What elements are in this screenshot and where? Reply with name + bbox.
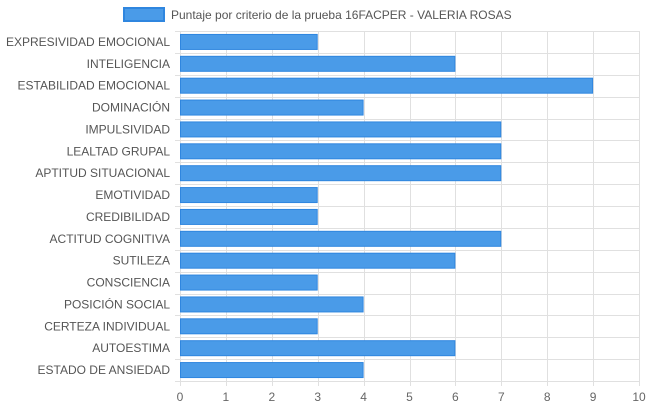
x-tick-label: 4 <box>360 390 367 404</box>
category-label: DOMINACIÓN <box>92 100 170 115</box>
category-label: EXPRESIVIDAD EMOCIONAL <box>6 35 170 49</box>
category-label: IMPULSIVIDAD <box>85 122 170 136</box>
x-tick-label: 3 <box>314 390 321 404</box>
bars <box>180 33 594 379</box>
category-label: CERTEZA INDIVIDUAL <box>44 319 170 333</box>
x-tick-label: 7 <box>498 390 505 404</box>
bar[interactable] <box>180 187 318 204</box>
x-tick-label: 5 <box>406 390 413 404</box>
x-tick-label: 8 <box>544 390 551 404</box>
category-label: ACTITUD COGNITIVA <box>50 232 170 246</box>
category-label: POSICIÓN SOCIAL <box>64 296 170 311</box>
bar[interactable] <box>180 77 594 94</box>
bar[interactable] <box>180 318 318 335</box>
x-tick-label: 6 <box>452 390 459 404</box>
category-label: CONSCIENCIA <box>87 276 170 290</box>
legend[interactable]: Puntaje por criterio de la prueba 16FACP… <box>123 7 512 22</box>
bar[interactable] <box>180 33 318 50</box>
bar[interactable] <box>180 340 456 357</box>
bar[interactable] <box>180 165 502 182</box>
category-label: ESTABILIDAD EMOCIONAL <box>18 79 171 93</box>
category-label: INTELIGENCIA <box>87 57 170 71</box>
x-tick-label: 0 <box>177 390 184 404</box>
x-tick-label: 10 <box>632 390 646 404</box>
bar[interactable] <box>180 99 364 116</box>
bar[interactable] <box>180 274 318 291</box>
bar[interactable] <box>180 362 364 379</box>
bar[interactable] <box>180 230 502 247</box>
category-label: LEALTAD GRUPAL <box>67 144 171 158</box>
category-label: ESTADO DE ANSIEDAD <box>38 363 171 377</box>
legend-swatch <box>123 7 165 22</box>
legend-label: Puntaje por criterio de la prueba 16FACP… <box>171 8 512 22</box>
bar[interactable] <box>180 296 364 313</box>
bar[interactable] <box>180 208 318 225</box>
x-tick-label: 2 <box>268 390 275 404</box>
bar[interactable] <box>180 143 502 160</box>
bar[interactable] <box>180 55 456 72</box>
x-tick-label: 1 <box>223 390 230 404</box>
x-axis-tick-labels: 0 1 2 3 4 5 6 7 8 9 10 <box>177 390 646 404</box>
category-label: EMOTIVIDAD <box>95 188 170 202</box>
category-labels: EXPRESIVIDAD EMOCIONAL INTELIGENCIA ESTABI… <box>6 35 170 377</box>
bar[interactable] <box>180 121 502 138</box>
bar[interactable] <box>180 252 456 269</box>
category-label: CREDIBILIDAD <box>86 210 170 224</box>
category-label: AUTOESTIMA <box>92 341 170 355</box>
x-tick-label: 9 <box>590 390 597 404</box>
category-label: SUTILEZA <box>113 254 170 268</box>
category-label: APTITUD SITUACIONAL <box>35 166 170 180</box>
